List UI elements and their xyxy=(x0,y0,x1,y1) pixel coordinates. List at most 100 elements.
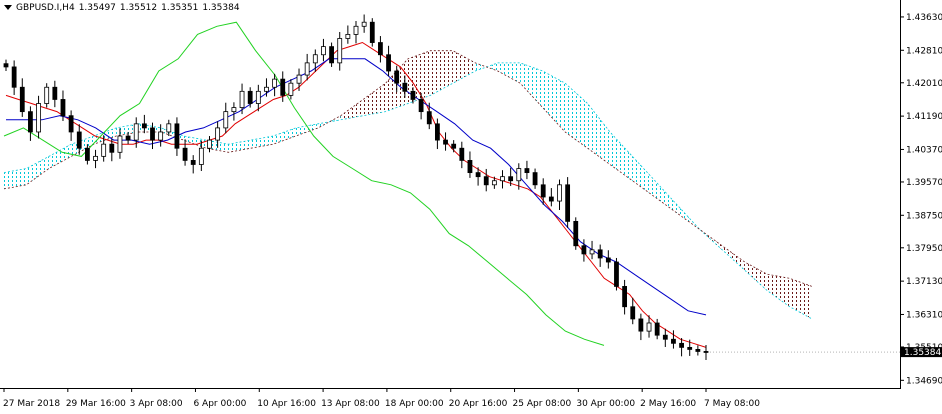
x-tick-label: 20 Apr 16:00 xyxy=(449,399,508,409)
candle-body xyxy=(44,86,50,104)
x-tick-label: 18 Apr 00:00 xyxy=(385,399,444,409)
x-tick-label: 2 May 16:00 xyxy=(640,399,696,409)
cloud-segment xyxy=(542,71,566,132)
candle-body xyxy=(166,123,172,133)
candle-body xyxy=(630,306,636,320)
kijun-sen-line xyxy=(6,58,707,316)
candle-body xyxy=(369,21,375,43)
cloud-segment xyxy=(497,62,521,84)
candle-body xyxy=(190,160,196,165)
cloud-segment xyxy=(250,136,274,149)
cloud-segment xyxy=(452,50,476,84)
candle-body xyxy=(695,349,701,352)
cloud-segment xyxy=(632,156,655,197)
candle-body xyxy=(386,54,391,72)
y-tick-label: 1.36310 xyxy=(906,310,942,320)
candle-body xyxy=(573,220,579,247)
candle-body xyxy=(451,143,457,149)
candle-body xyxy=(353,25,359,35)
candle-body xyxy=(207,139,212,149)
candle-body xyxy=(475,172,481,178)
cloud-segment xyxy=(408,50,431,104)
x-tick-label: 29 Mar 16:00 xyxy=(66,399,126,409)
candle-body xyxy=(426,111,432,125)
candle-body xyxy=(703,351,709,353)
candle-body xyxy=(491,180,497,186)
candle-body xyxy=(141,123,147,129)
cloud-segment xyxy=(565,83,588,149)
cloud-segment xyxy=(587,103,610,165)
cloud-segment xyxy=(340,99,364,120)
candle-body xyxy=(288,82,294,96)
chart-header: GBPUSD.I,H4 1.35497 1.35512 1.35351 1.35384 xyxy=(4,3,244,13)
candle-body xyxy=(255,90,261,104)
y-tick-label: 1.40370 xyxy=(906,145,942,155)
y-tick-label: 1.37130 xyxy=(906,277,942,287)
candle-body xyxy=(410,90,416,100)
candle-body xyxy=(467,160,473,174)
candle-body xyxy=(614,261,619,287)
last-price-badge xyxy=(901,347,942,358)
candle-body xyxy=(605,257,611,263)
candle-body xyxy=(174,123,180,149)
cloud-segment xyxy=(789,278,812,319)
candle-body xyxy=(345,34,351,39)
x-tick-label: 13 Apr 08:00 xyxy=(321,399,380,409)
y-axis: 1.43630 1.42810 1.42010 1.41190 1.40370 1.395… xyxy=(900,13,942,386)
candle-body xyxy=(532,172,538,186)
cloud-segment xyxy=(295,123,319,137)
candle-body xyxy=(109,143,115,153)
x-axis-line xyxy=(0,388,900,389)
candle-body xyxy=(125,135,131,141)
candle-body xyxy=(321,46,326,56)
candle-body xyxy=(597,249,603,259)
candle-body xyxy=(231,107,237,113)
cloud-segment xyxy=(767,274,790,307)
chikou-span-line xyxy=(3,21,605,346)
candle-body xyxy=(671,338,676,344)
x-tick-label: 3 Apr 08:00 xyxy=(130,399,183,409)
candle-body xyxy=(589,249,595,255)
candle-body xyxy=(3,63,9,68)
candle-body xyxy=(247,90,253,104)
close-value: 1.35384 xyxy=(202,3,240,13)
candle-body xyxy=(329,46,334,64)
ichimoku-cloud xyxy=(3,50,813,320)
y-tick-label: 1.42010 xyxy=(906,79,942,89)
candlesticks xyxy=(3,14,900,360)
high-value: 1.35512 xyxy=(119,3,158,13)
cloud-segment xyxy=(744,262,768,291)
candle-body xyxy=(418,99,424,113)
candle-body xyxy=(557,184,562,202)
candle-body xyxy=(272,78,278,88)
candle-body xyxy=(378,42,383,56)
candle-body xyxy=(264,86,269,92)
y-tick-label: 1.38750 xyxy=(906,211,942,221)
y-axis-line xyxy=(900,0,901,389)
cloud-segment xyxy=(610,131,633,181)
x-tick-label: 30 Apr 00:00 xyxy=(576,399,635,409)
y-tick-label: 1.43630 xyxy=(906,13,942,23)
y-tick-label: 1.42810 xyxy=(906,46,942,56)
candle-body xyxy=(182,147,188,161)
y-tick-label: 1.39570 xyxy=(906,178,942,188)
senkou-span-a-line xyxy=(3,62,813,320)
y-tick-label: 1.37950 xyxy=(906,244,942,254)
candle-body xyxy=(239,90,245,108)
cloud-segment xyxy=(273,127,296,145)
candle-body xyxy=(679,342,684,348)
symbol-label: GBPUSD.I,H4 xyxy=(16,3,75,13)
candle-body xyxy=(565,184,571,222)
candle-body xyxy=(443,139,448,145)
x-tick-label: 10 Apr 16:00 xyxy=(257,399,316,409)
dropdown-triangle-icon[interactable] xyxy=(4,5,12,10)
candle-body xyxy=(646,322,652,332)
candle-body xyxy=(52,86,58,100)
candle-body xyxy=(158,131,164,141)
cloud-segment xyxy=(116,123,139,137)
candle-body xyxy=(622,286,628,308)
cloud-segment xyxy=(722,245,745,271)
candle-body xyxy=(524,168,530,174)
candle-body xyxy=(540,184,546,198)
